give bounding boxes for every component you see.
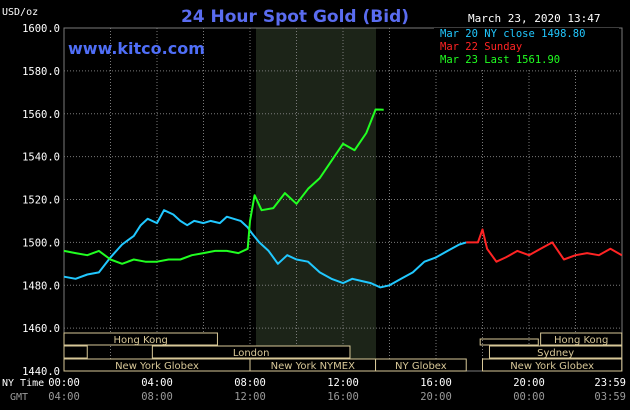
y-tick-label: 1600.0 [22, 23, 60, 35]
x-axis-row2-label: GMT [10, 392, 28, 403]
x-tick-label-gmt: 12:00 [234, 391, 266, 403]
timestamp: March 23, 2020 13:47 [468, 12, 600, 25]
x-axis-row1-label: NY Time [2, 378, 44, 389]
y-tick-label: 1500.0 [22, 237, 60, 249]
trading-sessions: Hong Kong London New York Globex New York N… [63, 332, 623, 372]
session-box [63, 332, 218, 346]
watermark-text: www.kitco.com [68, 39, 205, 58]
y-tick-label: 1520.0 [22, 195, 60, 207]
session-box [482, 358, 623, 372]
series-line-1 [466, 228, 623, 263]
x-tick-label-ny: 00:00 [48, 377, 80, 389]
session-label: New York NYMEX [271, 361, 356, 372]
y-tick-label: 1560.0 [22, 109, 60, 121]
x-tick-label-ny: 04:00 [141, 377, 173, 389]
grid-layer [63, 27, 623, 372]
legend-item-last: Mar 23 Last 1561.90 [440, 54, 560, 66]
session-box [151, 345, 351, 359]
x-tick-label-ny: 08:00 [234, 377, 266, 389]
units-label: USD/oz [2, 7, 38, 18]
session-label: London [233, 348, 270, 359]
x-tick-label-gmt: 20:00 [420, 391, 452, 403]
legend-item-ny-close: Mar 20 NY close 1498.80 [440, 28, 585, 40]
session-stub [63, 345, 88, 359]
session-label: Hong Kong [114, 335, 168, 346]
x-tick-label-gmt: 16:00 [327, 391, 359, 403]
y-tick-label: 1540.0 [22, 152, 60, 164]
y-tick-label: 1460.0 [22, 323, 60, 335]
legend-item-sunday: Mar 22 Sunday [440, 41, 522, 53]
x-axis-ticks: 00:00 04:00 04:00 08:00 08:00 12:00 12:00 16:00… [48, 377, 626, 403]
session-label: New York Globex [115, 361, 199, 372]
y-tick-label: 1580.0 [22, 66, 60, 78]
y-tick-label: 1480.0 [22, 280, 60, 292]
y-tick-label: 1440.0 [22, 366, 60, 378]
session-label: NY Globex [395, 361, 447, 372]
x-tick-label-gmt: 08:00 [141, 391, 173, 403]
session-box [488, 345, 623, 359]
legend: Mar 20 NY close 1498.80 Mar 22 Sunday Ma… [434, 28, 619, 68]
x-tick-label-ny: 16:00 [420, 377, 452, 389]
chart-title: 24 Hour Spot Gold (Bid) [181, 7, 409, 27]
session-box [375, 358, 467, 372]
legend-box [434, 28, 619, 68]
x-tick-label-ny: 23:59 [594, 377, 626, 389]
y-axis-ticks: 1440.0 1460.0 1480.0 1500.0 1520.0 1540.0 1560… [22, 23, 60, 378]
session-label: New York Globex [510, 361, 594, 372]
x-tick-label-ny: 12:00 [327, 377, 359, 389]
session-label: Sydney [537, 348, 574, 359]
session-label: Hong Kong [554, 335, 608, 346]
session-box [540, 332, 623, 346]
x-tick-label-ny: 20:00 [513, 377, 545, 389]
x-tick-label-gmt: 00:00 [513, 391, 545, 403]
series-line-2 [63, 108, 384, 265]
x-tick-label-gmt: 04:00 [48, 391, 80, 403]
session-stub [479, 338, 539, 346]
price-series [63, 108, 623, 289]
x-tick-label-gmt: 03:59 [594, 391, 626, 403]
